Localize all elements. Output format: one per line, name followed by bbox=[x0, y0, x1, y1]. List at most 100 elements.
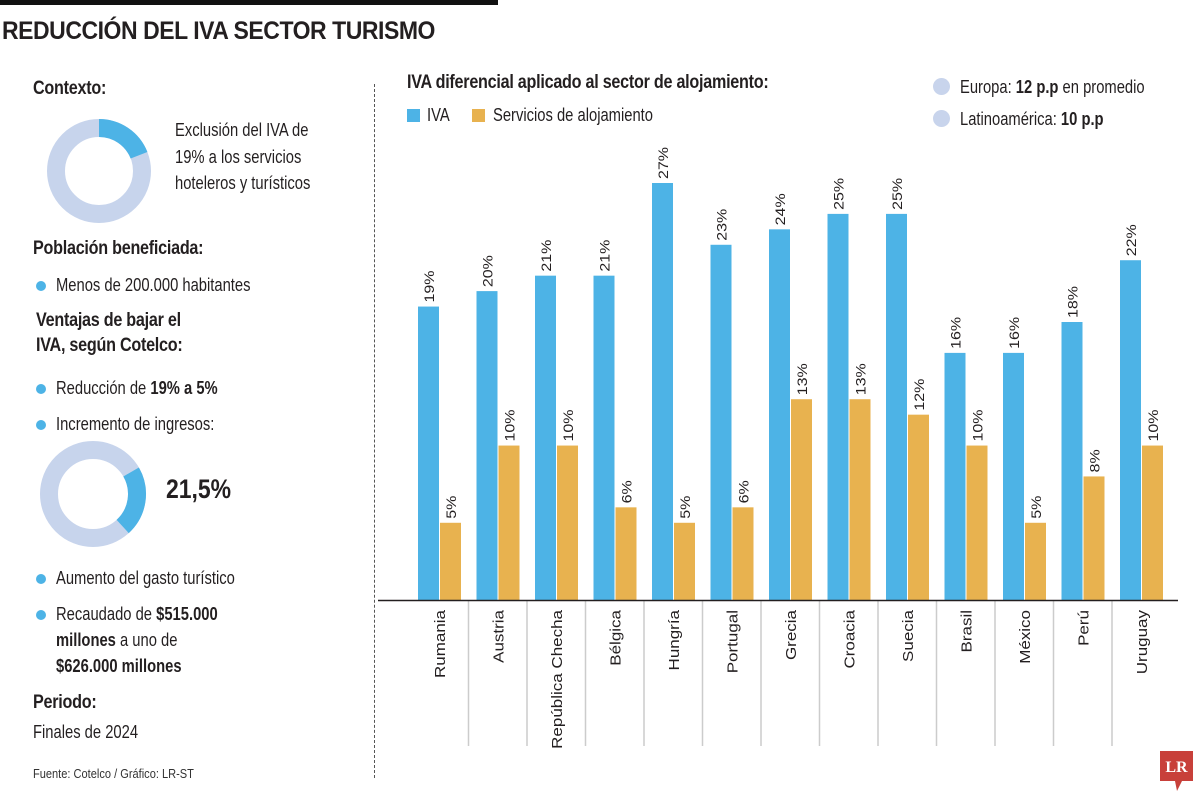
item-reduccion-bold: 19% a 5% bbox=[150, 378, 218, 398]
bar-iva bbox=[1120, 260, 1141, 600]
legend-swatch-alojamiento bbox=[472, 109, 485, 122]
legend-label-alojamiento: Servicios de alojamiento bbox=[493, 105, 653, 125]
bar-alojamiento bbox=[966, 445, 988, 600]
item-recaudado-1: Recaudado de $515.000 bbox=[56, 602, 218, 626]
bar-alojamiento bbox=[1083, 476, 1105, 600]
category-label: México bbox=[1018, 610, 1034, 664]
legend-label-iva: IVA bbox=[427, 105, 450, 125]
page-title: REDUCCIÓN DEL IVA SECTOR TURISMO bbox=[2, 17, 435, 45]
text: en promedio bbox=[1058, 77, 1145, 97]
category-label: Bélgica bbox=[609, 610, 625, 666]
contexto-heading: Contexto: bbox=[33, 78, 107, 99]
periodo-heading: Periodo: bbox=[33, 692, 97, 713]
value-label: 13% bbox=[796, 363, 811, 395]
text: Latinoamérica: bbox=[960, 109, 1061, 129]
value-label: 5% bbox=[679, 496, 694, 519]
text-bold: 10 p.p bbox=[1060, 109, 1104, 129]
bullet-icon bbox=[36, 420, 46, 430]
value-label: 16% bbox=[1008, 317, 1023, 349]
bar-iva bbox=[476, 291, 498, 600]
text-bold: $515.000 bbox=[156, 604, 218, 624]
latam-note: Latinoamérica: 10 p.p bbox=[960, 107, 1104, 131]
bar-iva bbox=[535, 275, 556, 600]
bar-iva bbox=[886, 213, 907, 600]
bullet-icon bbox=[36, 384, 46, 394]
value-label: 24% bbox=[774, 193, 789, 225]
text: Europa: bbox=[960, 77, 1016, 97]
value-label: 10% bbox=[972, 410, 987, 442]
contexto-text-3: hoteleros y turísticos bbox=[175, 173, 311, 193]
bar-alojamiento bbox=[615, 507, 637, 600]
chart-title: IVA diferencial aplicado al sector de al… bbox=[407, 72, 769, 93]
item-recaudado-3: $626.000 millones bbox=[56, 654, 182, 678]
bullet-icon bbox=[36, 610, 46, 620]
bar-alojamiento bbox=[732, 507, 754, 600]
value-label: 22% bbox=[1125, 224, 1140, 256]
bar-iva bbox=[593, 275, 615, 600]
value-label: 25% bbox=[891, 178, 906, 210]
bullet-icon bbox=[36, 574, 46, 584]
item-recaudado-2: millones a uno de bbox=[56, 628, 177, 652]
bar-alojamiento bbox=[908, 414, 929, 600]
text: a uno de bbox=[115, 630, 178, 650]
item-reduccion-text: Reducción de bbox=[56, 378, 151, 398]
category-label: Suecia bbox=[901, 610, 917, 662]
value-label: 13% bbox=[855, 363, 870, 395]
lr-logo: LR bbox=[1160, 751, 1193, 791]
value-label: 21% bbox=[599, 240, 614, 272]
value-label: 20% bbox=[482, 255, 497, 287]
category-label: República Checha bbox=[550, 610, 566, 749]
value-label: 23% bbox=[716, 209, 731, 241]
bar-iva bbox=[418, 306, 439, 600]
bar-alojamiento bbox=[849, 399, 871, 600]
value-label: 5% bbox=[1030, 496, 1045, 519]
category-label: Rumania bbox=[433, 610, 449, 678]
value-label: 10% bbox=[1147, 410, 1162, 442]
europa-dot-icon bbox=[933, 78, 950, 95]
ingresos-value: 21,5% bbox=[166, 474, 232, 504]
value-label: 10% bbox=[562, 410, 577, 442]
bullet-icon bbox=[36, 281, 46, 291]
bar-alojamiento bbox=[791, 399, 812, 600]
contexto-text-2: 19% a los servicios bbox=[175, 147, 302, 167]
value-label: 10% bbox=[504, 410, 519, 442]
value-label: 6% bbox=[738, 480, 753, 503]
periodo-text: Finales de 2024 bbox=[33, 722, 139, 742]
text-bold: $626.000 millones bbox=[56, 656, 182, 676]
bar-iva bbox=[652, 183, 673, 600]
ingresos-donut bbox=[39, 441, 146, 547]
ventajas-heading-2: IVA, según Cotelco: bbox=[36, 335, 183, 356]
bar-iva bbox=[1003, 352, 1024, 600]
bar-alojamiento bbox=[440, 522, 461, 600]
category-label: Brasil bbox=[960, 610, 976, 652]
bar-alojamiento bbox=[557, 445, 578, 600]
bar-alojamiento bbox=[674, 522, 695, 600]
value-label: 5% bbox=[445, 496, 460, 519]
item-ingresos: Incremento de ingresos: bbox=[56, 414, 215, 434]
text-bold: millones bbox=[56, 630, 116, 650]
contexto-text-1: Exclusión del IVA de bbox=[175, 120, 309, 140]
category-label: Perú bbox=[1077, 610, 1093, 646]
category-label: Austria bbox=[492, 610, 508, 663]
poblacion-item: Menos de 200.000 habitantes bbox=[56, 275, 251, 295]
donut-slice bbox=[47, 119, 151, 223]
value-label: 18% bbox=[1067, 286, 1082, 318]
latam-dot-icon bbox=[933, 110, 950, 127]
category-label: Grecia bbox=[784, 610, 800, 660]
legend-swatch-iva bbox=[407, 109, 420, 122]
value-label: 6% bbox=[621, 480, 636, 503]
bar-alojamiento bbox=[1025, 522, 1046, 600]
dashed-divider bbox=[374, 84, 375, 778]
value-label: 21% bbox=[540, 240, 555, 272]
category-label: Uruguay bbox=[1135, 610, 1151, 674]
value-label: 19% bbox=[423, 271, 438, 303]
contexto-donut bbox=[47, 119, 151, 223]
top-bar bbox=[0, 0, 498, 5]
value-label: 16% bbox=[950, 317, 965, 349]
bar-iva bbox=[769, 229, 790, 601]
value-label: 25% bbox=[833, 178, 848, 210]
europa-note: Europa: 12 p.p en promedio bbox=[960, 75, 1145, 99]
bar-alojamiento bbox=[498, 445, 520, 600]
